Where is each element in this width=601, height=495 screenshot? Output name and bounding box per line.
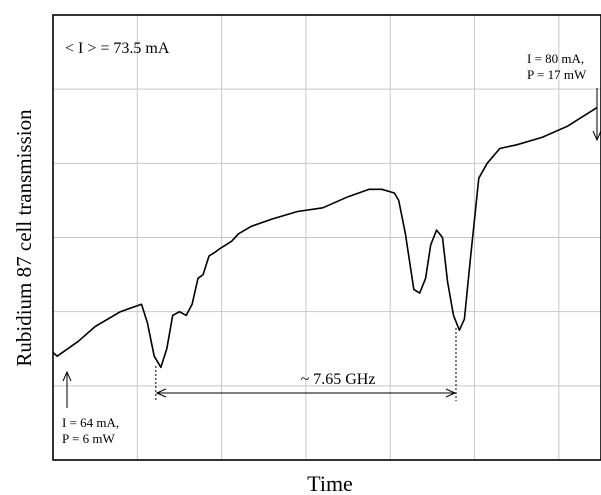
separation-markers bbox=[62, 88, 601, 408]
x-axis-label: Time bbox=[307, 471, 353, 495]
start-arrowhead bbox=[62, 370, 72, 382]
plot-frame bbox=[52, 14, 601, 461]
end-power-label: P = 17 mW bbox=[527, 67, 587, 82]
end-arrowhead bbox=[592, 130, 601, 142]
transmission-trace bbox=[52, 107, 598, 369]
separation-arrowhead-right bbox=[445, 388, 457, 398]
separation-arrowhead-left bbox=[155, 388, 167, 398]
mean-current-label: < I > = 73.5 mA bbox=[65, 40, 170, 57]
y-axis-label: Rubidium 87 cell transmission bbox=[12, 109, 36, 367]
start-current-label: I = 64 mA, bbox=[62, 415, 119, 430]
start-power-label: P = 6 mW bbox=[62, 431, 115, 446]
plot-grid bbox=[53, 15, 601, 460]
separation-label: ~ 7.65 GHz bbox=[301, 371, 376, 388]
end-current-label: I = 80 mA, bbox=[527, 51, 584, 66]
